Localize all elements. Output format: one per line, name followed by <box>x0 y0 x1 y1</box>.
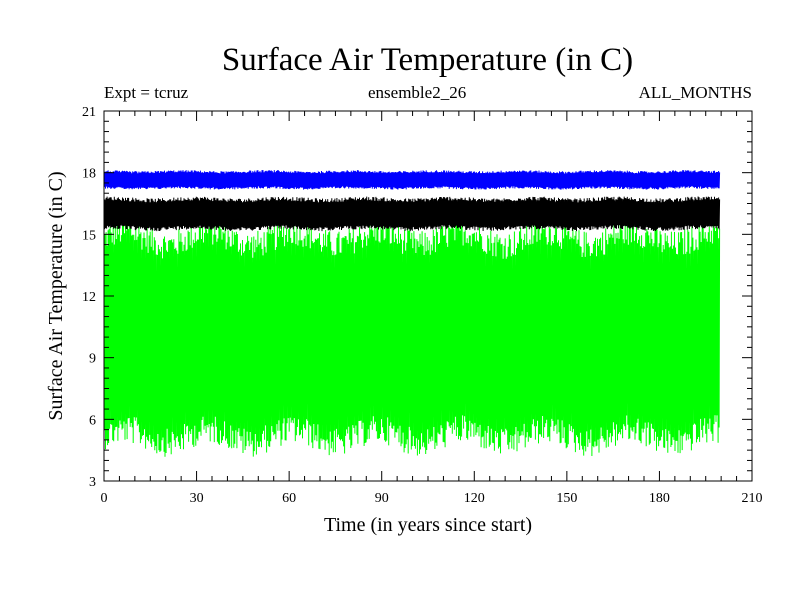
y-tick-label: 9 <box>89 352 96 367</box>
y-tick-label: 6 <box>89 413 96 428</box>
x-tick-label: 0 <box>101 491 108 506</box>
plot-series-group <box>103 170 721 457</box>
x-tick-label: 210 <box>742 491 763 506</box>
series-line-2 <box>103 196 721 232</box>
series-line-1 <box>103 218 721 457</box>
ensemble-label: ensemble2_26 <box>368 83 467 102</box>
x-tick-label: 90 <box>375 491 389 506</box>
y-tick-label: 21 <box>82 105 96 120</box>
chart-title: Surface Air Temperature (in C) <box>221 42 634 78</box>
x-tick-label: 60 <box>282 491 296 506</box>
axis-ticks-group: 0 30 60 90 120 150 180 210 3 6 9 12 15 18 21 <box>82 105 763 506</box>
x-tick-label: 150 <box>556 491 577 506</box>
y-tick-label: 18 <box>82 167 96 182</box>
x-tick-label: 30 <box>190 491 204 506</box>
months-label: ALL_MONTHS <box>638 83 752 102</box>
x-tick-label: 180 <box>649 491 670 506</box>
x-axis-label: Time (in years since start) <box>324 514 532 536</box>
y-tick-label: 15 <box>82 228 96 243</box>
y-tick-label: 12 <box>82 290 96 305</box>
y-axis-label: Surface Air Temperature (in C) <box>45 171 67 420</box>
series-line-3 <box>103 170 721 190</box>
experiment-label: Expt = tcruz <box>104 83 189 102</box>
y-tick-label: 3 <box>89 475 96 490</box>
x-tick-label: 120 <box>464 491 485 506</box>
